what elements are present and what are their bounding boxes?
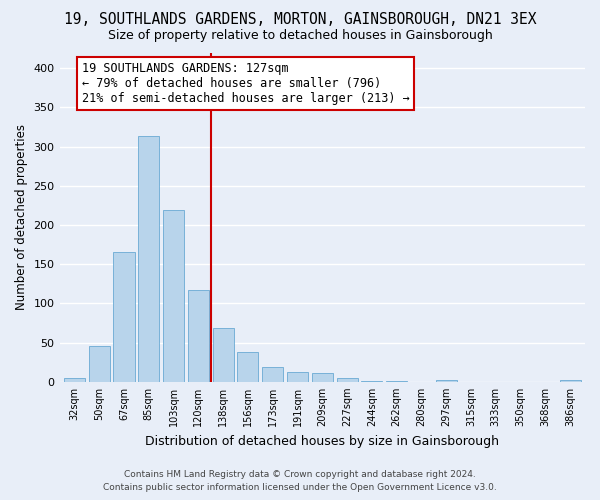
- Bar: [163, 210, 184, 382]
- Bar: [238, 352, 259, 382]
- Bar: [138, 136, 160, 382]
- Y-axis label: Number of detached properties: Number of detached properties: [15, 124, 28, 310]
- Bar: [312, 373, 333, 382]
- Bar: [188, 290, 209, 382]
- Bar: [262, 367, 283, 382]
- Bar: [361, 381, 382, 382]
- Bar: [64, 378, 85, 382]
- Text: Size of property relative to detached houses in Gainsborough: Size of property relative to detached ho…: [107, 29, 493, 42]
- Bar: [212, 328, 233, 382]
- Bar: [337, 378, 358, 382]
- X-axis label: Distribution of detached houses by size in Gainsborough: Distribution of detached houses by size …: [145, 434, 499, 448]
- Text: 19, SOUTHLANDS GARDENS, MORTON, GAINSBOROUGH, DN21 3EX: 19, SOUTHLANDS GARDENS, MORTON, GAINSBOR…: [64, 12, 536, 28]
- Text: 19 SOUTHLANDS GARDENS: 127sqm
← 79% of detached houses are smaller (796)
21% of : 19 SOUTHLANDS GARDENS: 127sqm ← 79% of d…: [82, 62, 410, 105]
- Bar: [560, 380, 581, 382]
- Bar: [287, 372, 308, 382]
- Bar: [386, 381, 407, 382]
- Bar: [89, 346, 110, 382]
- Text: Contains HM Land Registry data © Crown copyright and database right 2024.
Contai: Contains HM Land Registry data © Crown c…: [103, 470, 497, 492]
- Bar: [113, 252, 134, 382]
- Bar: [436, 380, 457, 382]
